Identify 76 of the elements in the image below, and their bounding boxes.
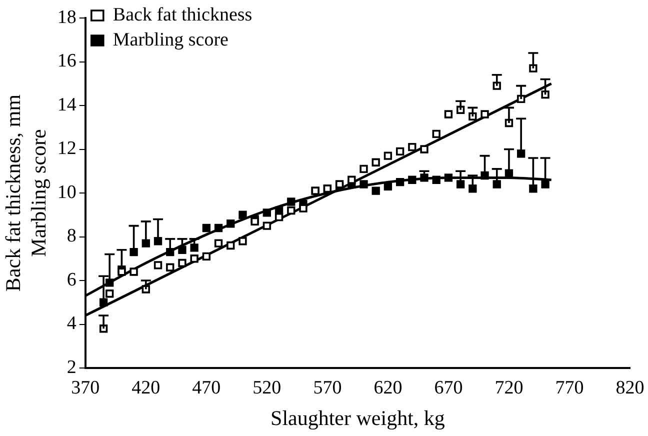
point [408,142,416,152]
y-tick-label: 14 [57,94,77,116]
x-tick-label: 620 [374,377,402,398]
point [202,224,211,232]
x-tick-label: 770 [555,377,584,398]
y-axis-title: Back fat thickness, mm Marbling score [1,94,50,292]
point [262,208,272,217]
point [238,237,247,246]
legend-label: Back fat thickness [112,4,252,26]
point [372,186,380,195]
y-tick-label: 4 [66,313,77,334]
point [504,169,514,178]
point [274,212,284,222]
point [178,246,186,254]
point [214,224,223,232]
point [360,164,368,174]
x-tick-label: 520 [252,377,282,398]
point [480,110,489,118]
point [142,239,150,248]
point [360,180,368,188]
point [299,204,308,212]
x-tick-label: 570 [313,377,342,398]
point [432,176,440,184]
y-tick-label: 2 [66,356,76,378]
point [335,180,344,188]
point [202,252,211,261]
point [118,268,126,276]
point [468,184,477,193]
x-axis-title: Slaughter weight, kg [270,406,446,430]
point [190,244,198,252]
point [226,241,235,250]
point [456,180,465,188]
y-tick-label: 16 [57,50,76,72]
point [190,254,198,263]
point [480,171,489,180]
point [287,198,296,206]
point [262,222,272,230]
point [130,248,138,256]
point [214,239,223,248]
x-tick-label: 720 [494,377,524,398]
point [348,176,356,184]
point [250,217,259,226]
x-tick-label: 470 [192,377,221,398]
point [396,178,404,186]
point [420,174,428,182]
point [492,180,501,188]
point [432,130,440,138]
point [166,263,174,272]
y-tick-label: 6 [66,269,76,290]
point [178,258,186,268]
point [529,184,538,193]
y-tick-label: 12 [57,138,76,160]
point [396,147,404,156]
legend-label: Marbling score [112,29,228,50]
point [408,176,416,184]
x-tick-label: 420 [132,377,160,398]
point [384,182,392,191]
point [372,158,380,166]
x-tick-label: 670 [434,377,463,398]
point [106,290,114,298]
point [287,206,296,215]
point [444,174,453,182]
point [130,268,138,276]
point [154,261,162,270]
point [106,278,114,287]
point [420,145,428,154]
y-tick-label: 18 [57,6,76,28]
y-tick-label: 8 [66,226,76,247]
x-tick-label: 370 [71,377,100,398]
point [384,152,392,160]
point [238,210,247,219]
point [444,110,453,118]
point [541,180,550,188]
x-tick-label: 820 [616,377,644,398]
point [226,220,235,228]
y-tick-label: 10 [57,182,76,203]
